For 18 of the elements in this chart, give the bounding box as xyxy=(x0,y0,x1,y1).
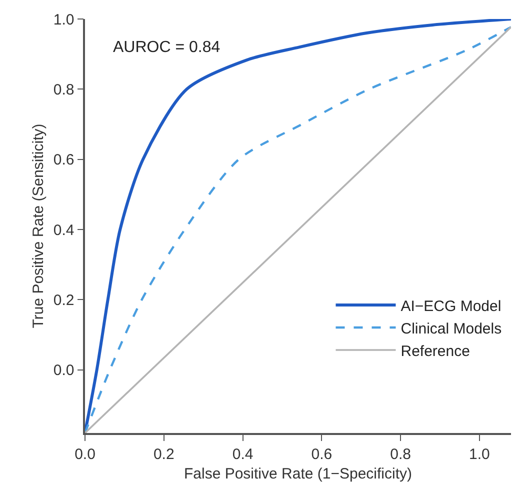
y-axis-title: True Positive Rate (Sensiticity) xyxy=(30,124,48,328)
x-tick-label: 1.0 xyxy=(469,446,490,463)
y-tick-label: 0.6 xyxy=(53,152,74,169)
y-tick-label: 1.0 xyxy=(53,11,74,28)
y-tick-label: 0.2 xyxy=(53,292,74,309)
legend-label: Clinical Models xyxy=(400,320,502,338)
annotation: AUROC = 0.84 xyxy=(113,39,220,56)
x-tick-label: 0.6 xyxy=(311,446,332,463)
x-tick-label: 0.0 xyxy=(74,446,96,463)
y-tick-label: 0.8 xyxy=(53,81,74,98)
y-tick-label: 0.0 xyxy=(53,362,74,380)
x-axis-title: False Positive Rate (1−Specificity) xyxy=(184,465,412,482)
legend-label: Reference xyxy=(400,342,470,360)
x-tick-label: 0.4 xyxy=(232,446,254,463)
legend-label: AI−ECG Model xyxy=(400,298,502,315)
x-tick-label: 0.8 xyxy=(390,446,411,463)
y-tick-label: 0.4 xyxy=(53,222,74,239)
x-tick-label: 0.2 xyxy=(153,446,174,463)
